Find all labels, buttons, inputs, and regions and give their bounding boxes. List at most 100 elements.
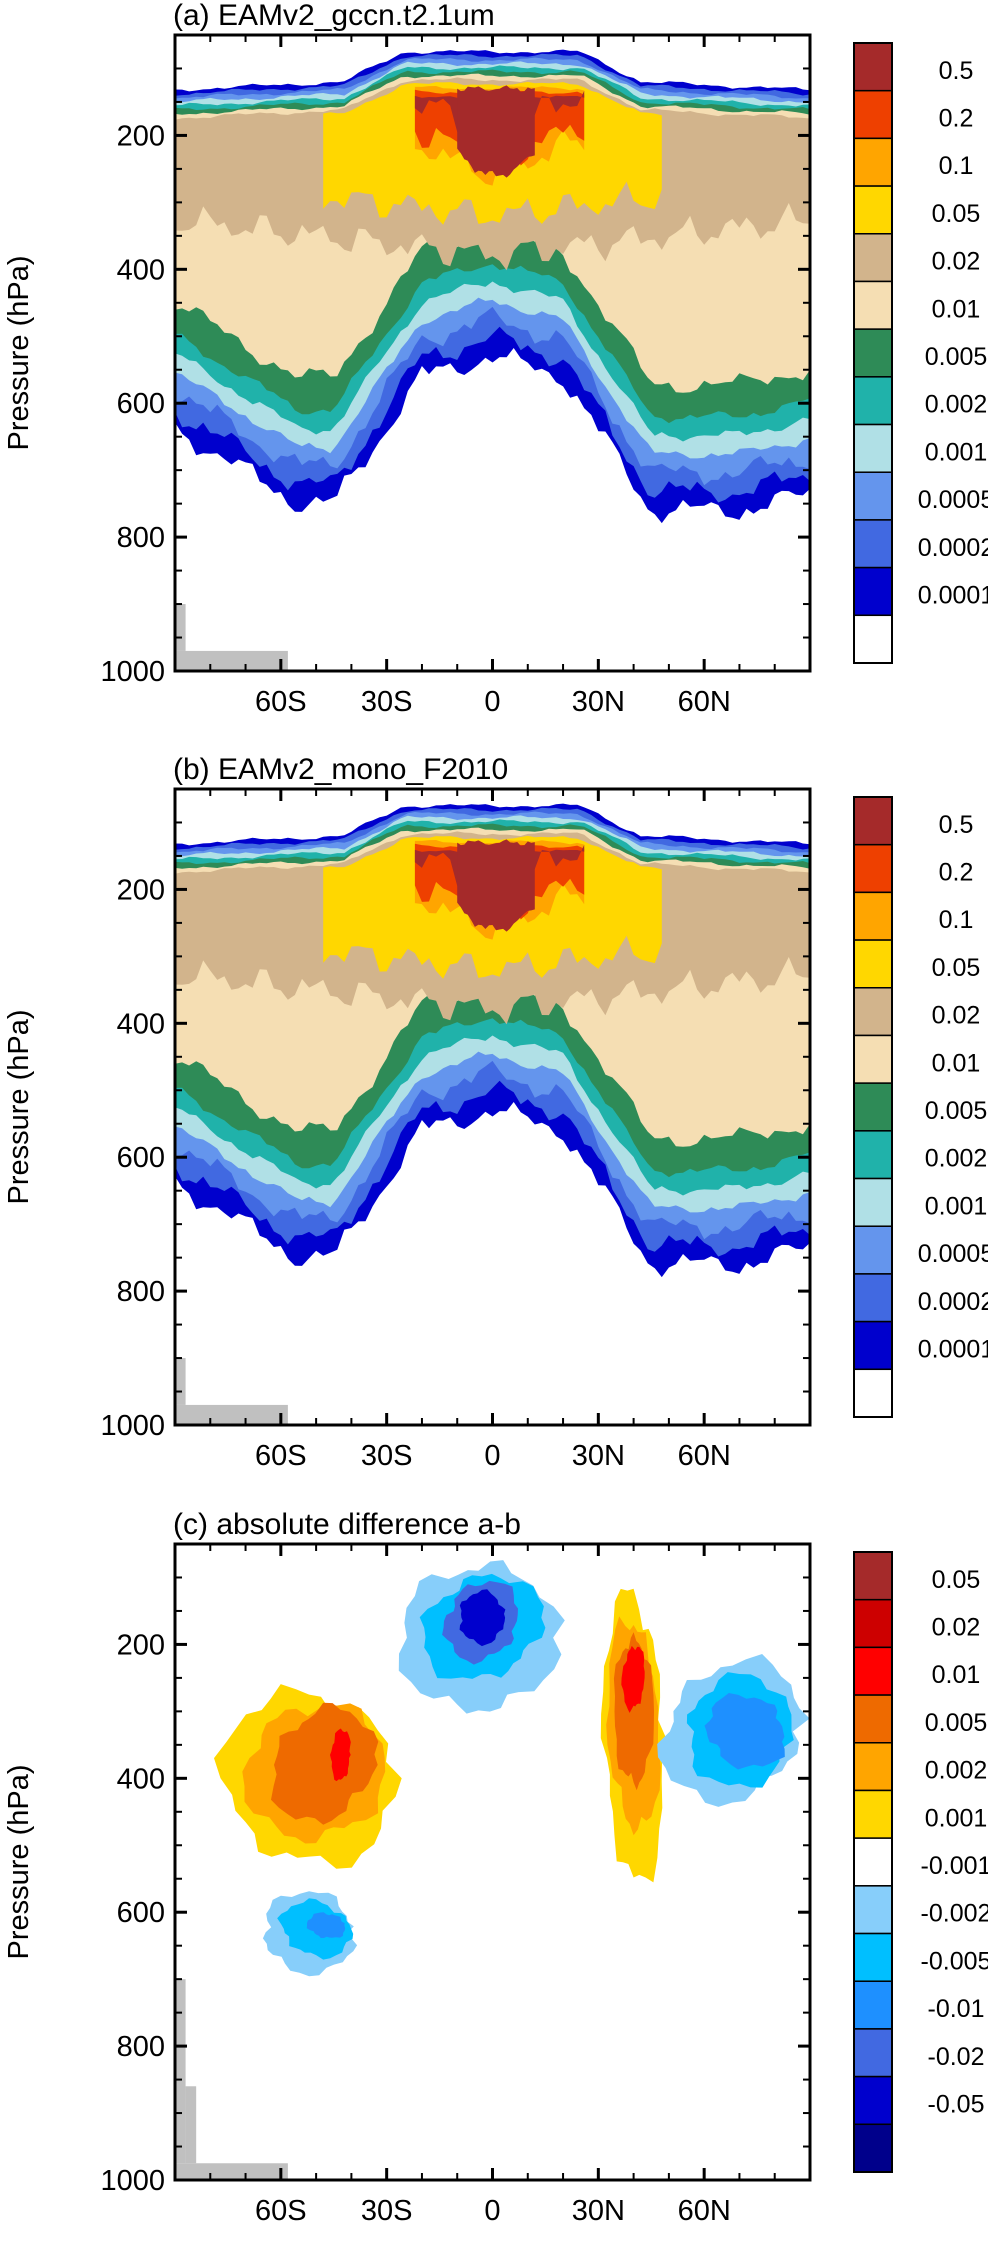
- colorbar-swatch: [853, 137, 893, 187]
- colorbar-label: 0.02: [932, 1002, 981, 1030]
- colorbar-swatch: [853, 1320, 893, 1371]
- colorbar-label: 0.01: [932, 295, 981, 323]
- colorbar-label: -0.005: [921, 1947, 988, 1975]
- x-tick-label: 30N: [572, 2195, 625, 2227]
- y-tick-label: 600: [117, 1897, 165, 1929]
- x-tick-label: 60N: [678, 2195, 731, 2227]
- x-tick-label: 0: [484, 2195, 500, 2227]
- x-tick-label: 30S: [361, 686, 413, 718]
- y-tick-label: 1000: [100, 656, 165, 688]
- y-tick-label: 800: [117, 1276, 165, 1308]
- colorbar-swatch: [853, 566, 893, 617]
- colorbar-label: 0.01: [932, 1049, 981, 1077]
- colorbar-label: 0.05: [932, 954, 981, 982]
- colorbar-label: 0.1: [939, 152, 974, 180]
- colorbar-label: 0.0005: [918, 1240, 988, 1268]
- contour-band: [330, 1728, 351, 1782]
- colorbar-swatch: [853, 1273, 893, 1323]
- colorbar-swatch: [853, 1082, 893, 1132]
- colorbar-label: 0.005: [925, 1709, 988, 1737]
- contour-band: [457, 839, 535, 932]
- y-tick-label: 800: [117, 2031, 165, 2063]
- y-tick-label: 200: [117, 874, 165, 906]
- colorbar-swatch: [853, 233, 893, 283]
- colorbar-label: 0.05: [932, 200, 981, 228]
- colorbar-label: 0.1: [939, 906, 974, 934]
- colorbar-swatch: [853, 2028, 893, 2078]
- colorbar-swatch: [853, 1789, 893, 1839]
- x-tick-label: 60S: [255, 686, 307, 718]
- colorbar-swatch: [853, 376, 893, 426]
- colorbar-label: 0.0005: [918, 486, 988, 514]
- colorbar-label: 0.5: [939, 811, 974, 839]
- colorbar-label: 0.02: [932, 1614, 981, 1642]
- y-tick-label: 200: [117, 120, 165, 152]
- contour-band: [459, 1589, 506, 1647]
- colorbar-swatch: [853, 1980, 893, 2030]
- colorbar-swatch: [853, 1130, 893, 1180]
- colorbar-swatch: [853, 42, 893, 92]
- colorbar-label: -0.002: [921, 1900, 988, 1928]
- colorbar-label: 0.0001: [918, 581, 988, 609]
- colorbar-swatch: [853, 987, 893, 1037]
- panel-c: (c) absolute difference a-b 200 400 600 800 1…: [3, 1508, 988, 2227]
- colorbar-label: 0.0002: [918, 1288, 988, 1316]
- colorbar-label: 0.01: [932, 1661, 981, 1689]
- y-tick-label: 200: [117, 1629, 165, 1661]
- colorbar-swatch: [853, 1932, 893, 1982]
- y-axis-label: Pressure (hPa): [3, 255, 35, 450]
- x-tick-label: 30N: [572, 1440, 625, 1472]
- terrain-mask: [185, 2086, 197, 2164]
- y-axis-label: Pressure (hPa): [3, 1009, 35, 1204]
- y-tick-label: 600: [117, 1142, 165, 1174]
- plot-area: [175, 35, 810, 671]
- colorbar-swatch: [853, 796, 893, 846]
- x-tick-label: 30S: [361, 2195, 413, 2227]
- y-tick-label: 400: [117, 1008, 165, 1040]
- colorbar-swatch: [853, 1034, 893, 1084]
- chart-title: (b) EAMv2_mono_F2010: [173, 753, 508, 786]
- x-tick-label: 0: [484, 686, 500, 718]
- terrain-mask: [175, 604, 186, 651]
- x-tick-label: 60N: [678, 686, 731, 718]
- terrain-mask: [175, 1404, 288, 1425]
- colorbar-label: 0.001: [925, 1192, 988, 1220]
- colorbar-swatch: [853, 1225, 893, 1275]
- contour-band: [457, 85, 535, 178]
- y-tick-label: 1000: [100, 1410, 165, 1442]
- y-tick-label: 800: [117, 522, 165, 554]
- colorbar-label: 0.2: [939, 859, 974, 887]
- contour-band: [621, 1645, 645, 1713]
- colorbar-swatch: [853, 1177, 893, 1227]
- y-tick-label: 1000: [100, 2165, 165, 2197]
- colorbar-label: 0.005: [925, 1097, 988, 1125]
- colorbar-frame: [853, 1551, 893, 2173]
- terrain-mask: [175, 1979, 186, 2164]
- colorbar-label: 0.5: [939, 57, 974, 85]
- colorbar-label: -0.01: [928, 1995, 985, 2023]
- x-tick-label: 30S: [361, 1440, 413, 1472]
- x-tick-label: 30N: [572, 686, 625, 718]
- colorbar-swatch: [853, 89, 893, 140]
- panel-b: (b) EAMv2_mono_F2010 200 400 600 800 1000 60S 3…: [3, 753, 988, 1472]
- y-tick-label: 600: [117, 388, 165, 420]
- x-tick-label: 0: [484, 1440, 500, 1472]
- colorbar-label: -0.001: [921, 1852, 988, 1880]
- colorbar-swatch: [853, 891, 893, 941]
- y-axis-label: Pressure (hPa): [3, 1764, 35, 1959]
- colorbar-label: 0.002: [925, 1145, 988, 1173]
- colorbar-swatch: [853, 2075, 893, 2126]
- colorbar-label: 0.002: [925, 1757, 988, 1785]
- colorbar-swatch: [853, 1646, 893, 1696]
- colorbar-swatch: [853, 1368, 893, 1418]
- colorbar-swatch: [853, 614, 893, 664]
- colorbar-swatch: [853, 471, 893, 521]
- colorbar-swatch: [853, 1742, 893, 1792]
- colorbar-label: -0.02: [928, 2043, 985, 2071]
- y-tick-label: 400: [117, 1763, 165, 1795]
- colorbar-frame: [853, 796, 893, 1418]
- panel-a: (a) EAMv2_gccn.t2.1um 200 400 600 800 1000 60S…: [3, 0, 988, 718]
- chart-title: (c) absolute difference a-b: [173, 1508, 521, 1541]
- colorbar-label: 0.2: [939, 105, 974, 133]
- colorbar-swatch: [853, 280, 893, 330]
